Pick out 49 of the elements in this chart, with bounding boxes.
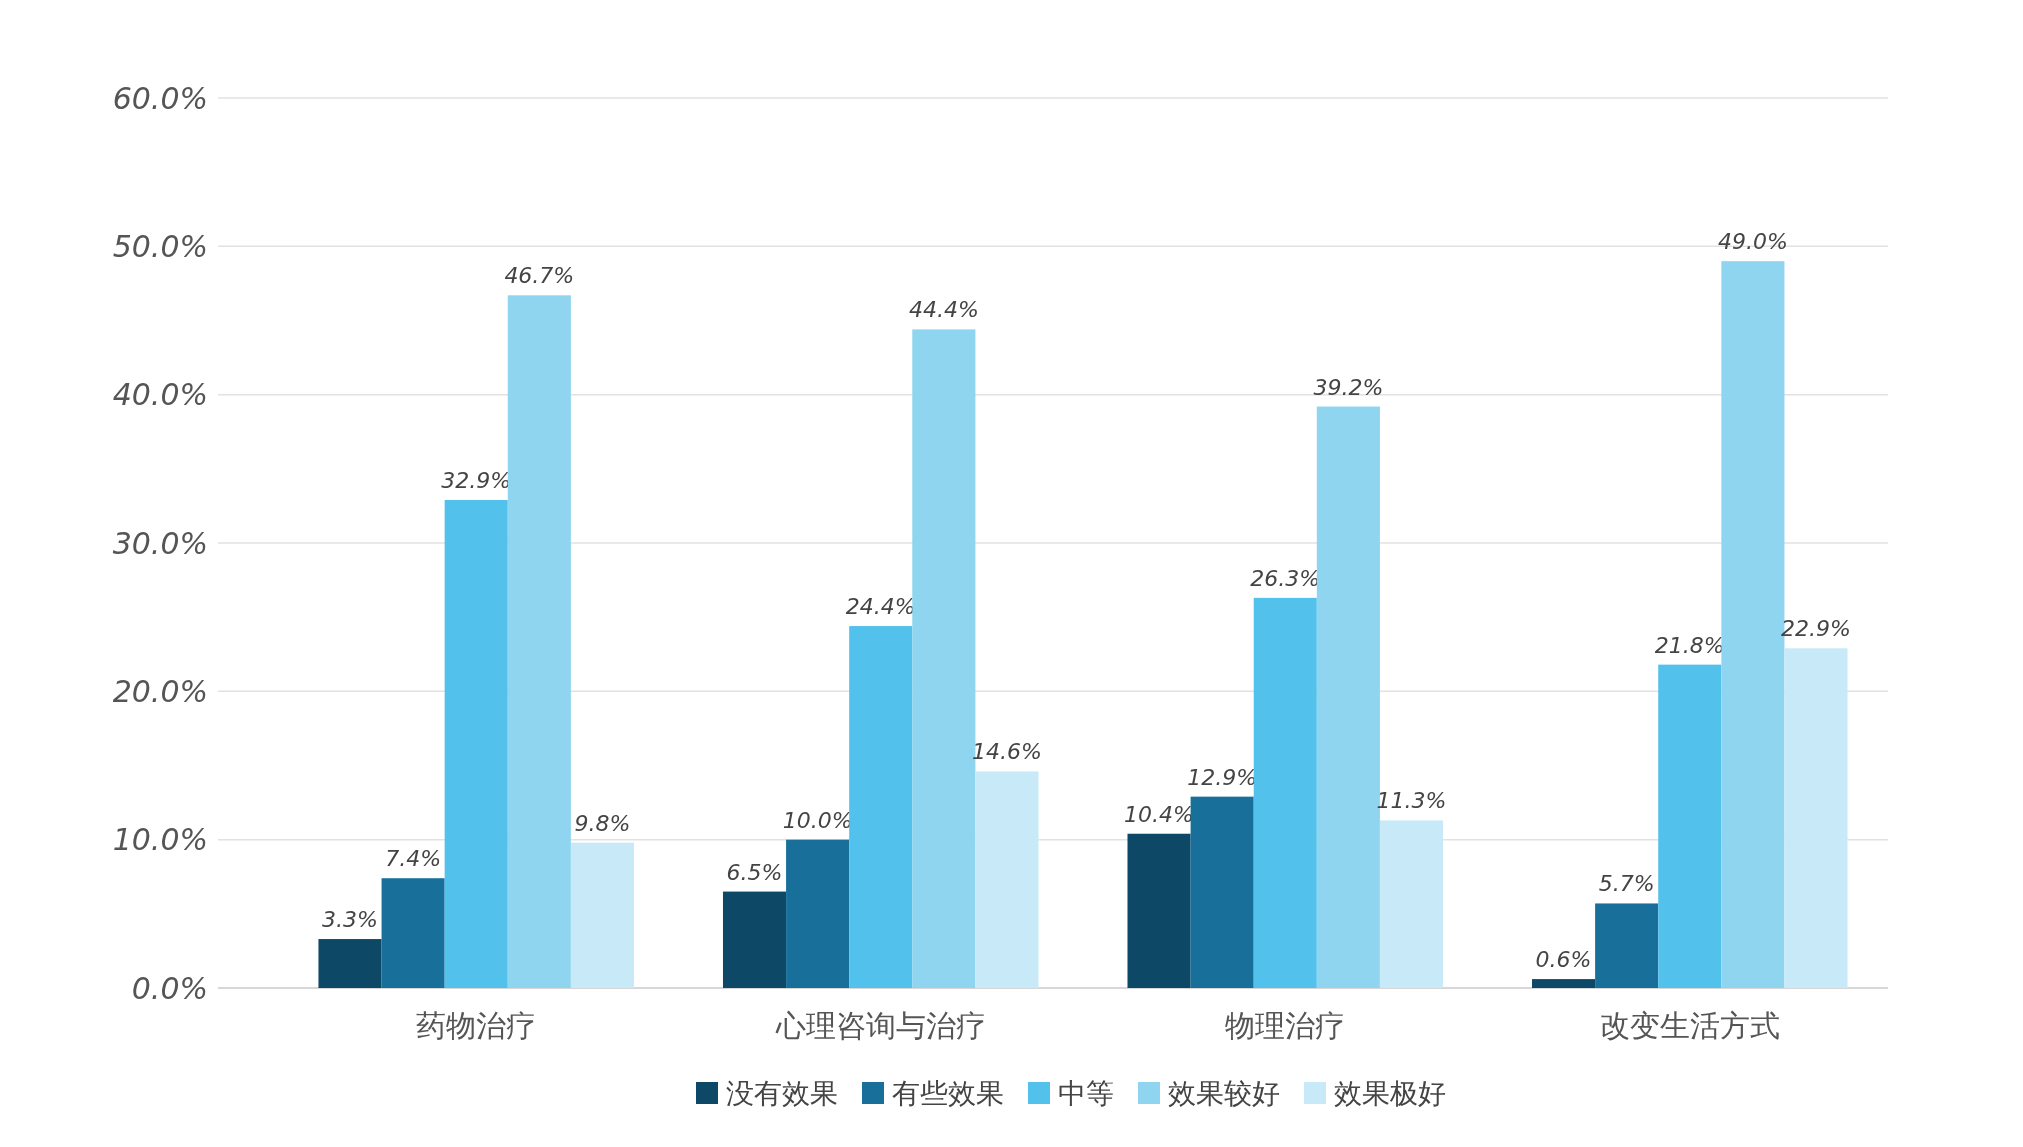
x-tick-label: 物理治疗 [1225,1008,1346,1043]
x-tick-label: 改变生活方式 [1599,1008,1780,1043]
legend-label: 效果极好 [1334,1076,1446,1110]
bar [1253,597,1317,988]
y-tick-label: 20.0% [112,673,208,709]
data-label: 32.9% [441,467,512,493]
bar [1595,903,1659,988]
x-tick-label: 药物治疗 [416,1008,537,1043]
bar [1127,833,1191,988]
data-label: 0.6% [1535,947,1592,973]
x-tick-label: 心理咨询与治疗 [774,1008,986,1043]
data-label: 44.4% [908,297,979,323]
y-tick-label: 40.0% [112,377,208,413]
data-label: 10.4% [1124,801,1194,827]
bar [849,626,913,988]
bar [975,771,1039,988]
bar [722,891,787,988]
bar [507,295,571,988]
y-tick-label: 50.0% [112,228,208,264]
bar [318,939,382,988]
legend-label: 中等 [1058,1076,1114,1110]
bar [1658,664,1722,988]
bar [570,842,634,988]
y-tick-label: 0.0% [131,970,208,1006]
y-tick-label: 10.0% [112,822,208,858]
data-label: 24.4% [845,594,916,620]
legend-label: 没有效果 [726,1076,838,1110]
data-label: 3.3% [322,907,378,933]
legend-label: 有些效果 [892,1076,1004,1110]
data-label: 7.4% [385,846,442,872]
bar [786,839,850,988]
bar [1190,796,1254,988]
bar [1784,648,1848,988]
bar [1379,820,1444,988]
data-label: 6.5% [726,859,783,885]
data-label: 5.7% [1598,871,1655,897]
data-label: 49.0% [1717,229,1788,255]
legend-label: 效果较好 [1168,1076,1280,1110]
data-label: 21.8% [1654,632,1725,658]
y-tick-label: 60.0% [112,80,208,116]
data-label: 46.7% [504,263,575,289]
data-label: 12.9% [1187,764,1258,790]
data-label: 26.3% [1250,565,1321,591]
y-tick-label: 30.0% [112,525,208,561]
data-label: 39.2% [1313,374,1384,400]
bar [444,499,508,988]
data-label: 9.8% [574,810,631,836]
bar [1532,979,1596,988]
bar [381,878,445,988]
